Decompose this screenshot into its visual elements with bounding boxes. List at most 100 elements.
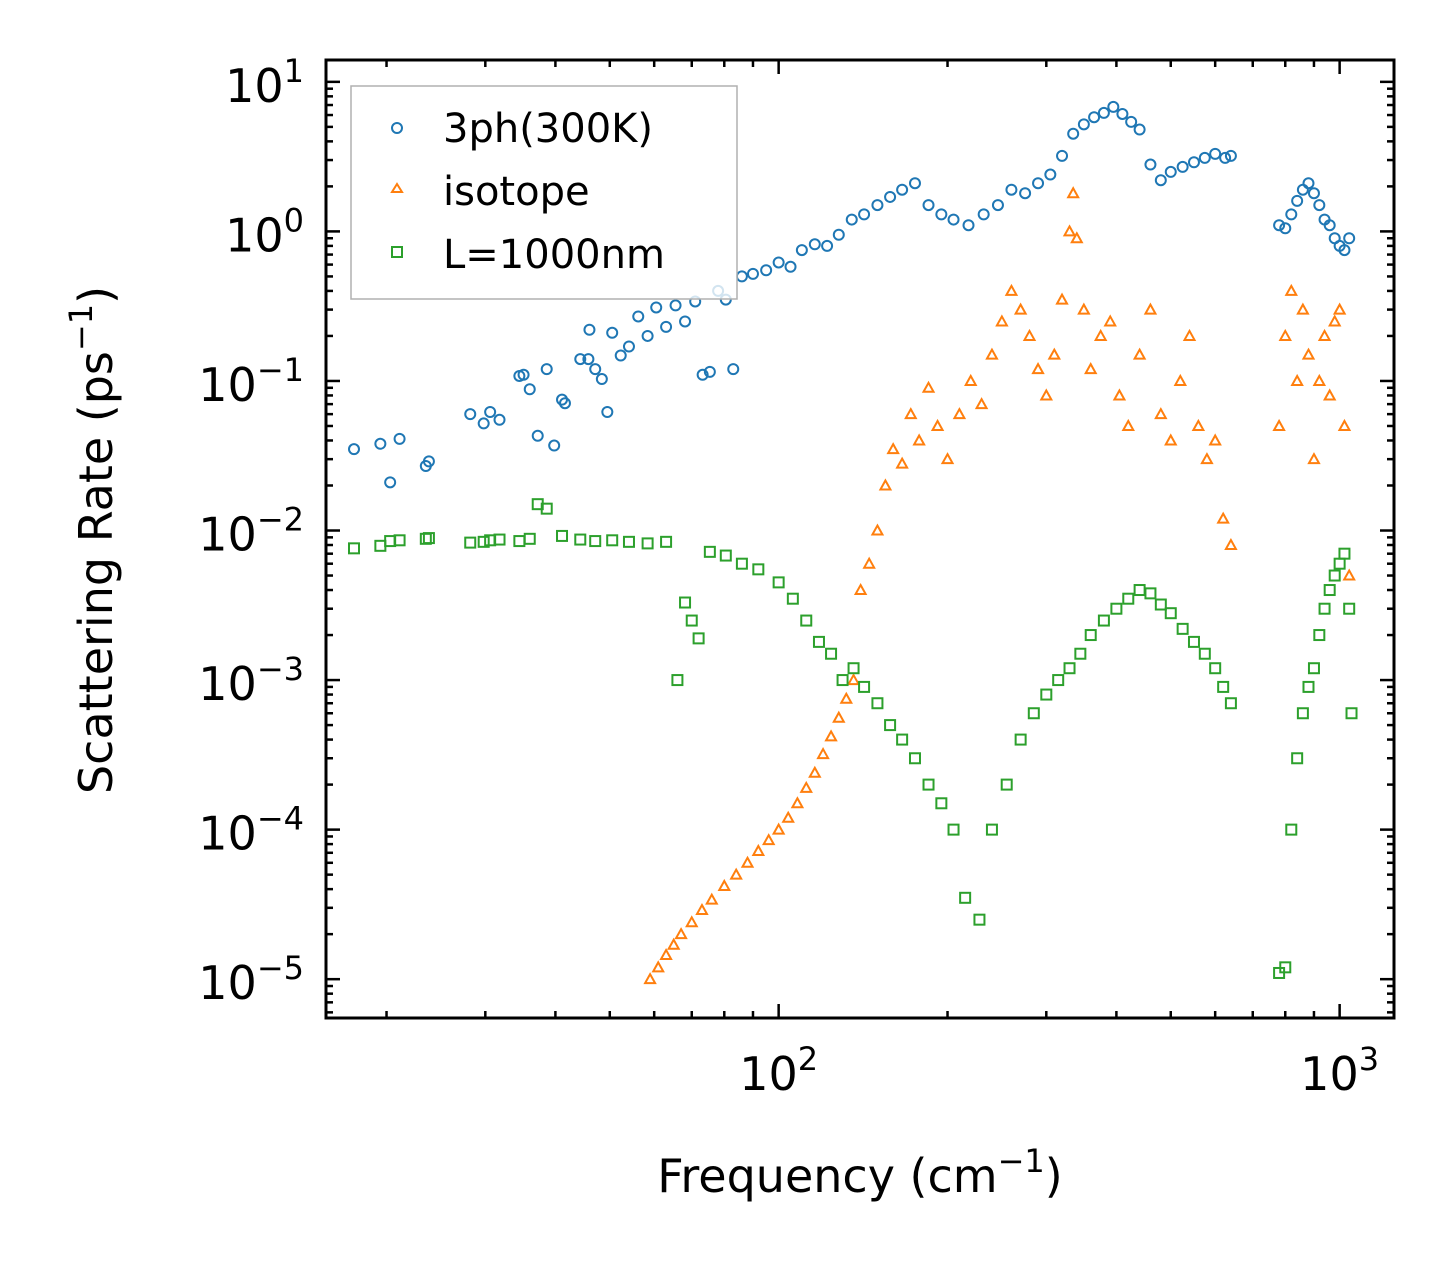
data-point-3ph bbox=[1273, 219, 1286, 232]
data-point-isotope bbox=[1112, 388, 1127, 401]
data-point-boundary bbox=[1307, 662, 1320, 675]
data-point-isotope bbox=[1322, 388, 1337, 401]
data-point-boundary bbox=[671, 674, 684, 687]
data-point-boundary bbox=[477, 535, 490, 548]
data-point-3ph bbox=[696, 368, 709, 381]
data-point-3ph bbox=[1144, 158, 1157, 171]
data-point-boundary bbox=[922, 778, 935, 791]
data-point-isotope bbox=[1062, 224, 1077, 237]
data-point-3ph bbox=[1307, 187, 1320, 200]
data-point-3ph bbox=[589, 363, 602, 376]
data-point-isotope bbox=[740, 855, 755, 868]
data-point-isotope bbox=[781, 810, 795, 823]
y-tick-label: 10−1 bbox=[198, 351, 304, 412]
data-point-3ph bbox=[821, 239, 834, 252]
data-point-boundary bbox=[1313, 629, 1326, 642]
data-point-boundary bbox=[735, 557, 748, 570]
data-point-isotope bbox=[1121, 418, 1135, 431]
data-point-isotope bbox=[1200, 452, 1214, 465]
data-point-isotope bbox=[1013, 302, 1028, 315]
data-point-isotope bbox=[862, 556, 876, 569]
data-point-boundary bbox=[752, 563, 765, 576]
data-point-3ph bbox=[574, 353, 587, 366]
data-point-boundary bbox=[1198, 647, 1211, 660]
data-point-boundary bbox=[719, 549, 732, 562]
data-point-isotope bbox=[1173, 373, 1188, 386]
y-tick-label: 10−4 bbox=[198, 800, 304, 861]
data-point-boundary bbox=[1176, 622, 1189, 635]
data-point-3ph bbox=[641, 329, 654, 342]
data-point-boundary bbox=[1040, 688, 1053, 701]
data-point-isotope bbox=[1307, 452, 1321, 465]
data-point-3ph bbox=[935, 208, 948, 221]
data-point-isotope bbox=[832, 710, 846, 723]
data-point-isotope bbox=[1290, 373, 1304, 386]
data-point-boundary bbox=[1084, 629, 1097, 642]
data-point-boundary bbox=[574, 533, 587, 546]
data-point-3ph bbox=[1285, 208, 1298, 221]
tick-label-layer: 102 103 101 100 10−1 10−2 10−3 10−4 10−5 bbox=[198, 52, 1379, 1101]
data-point-isotope bbox=[1278, 328, 1292, 341]
data-point-boundary bbox=[493, 533, 506, 546]
data-point-boundary bbox=[1296, 707, 1309, 720]
y-axis-title: Scattering Rate (ps−1) bbox=[62, 286, 123, 794]
data-point-isotope bbox=[1328, 314, 1342, 327]
data-point-isotope bbox=[1312, 373, 1327, 386]
data-point-isotope bbox=[1337, 418, 1352, 431]
data-point-isotope bbox=[1143, 302, 1158, 315]
data-point-3ph bbox=[1067, 127, 1080, 140]
data-point-isotope bbox=[729, 867, 743, 880]
data-point-isotope bbox=[1332, 302, 1347, 315]
data-point-3ph bbox=[523, 383, 536, 396]
data-point-isotope bbox=[974, 397, 989, 410]
data-point-3ph bbox=[922, 199, 935, 212]
data-point-3ph bbox=[1302, 177, 1315, 190]
data-point-boundary bbox=[959, 891, 972, 904]
data-point-3ph bbox=[727, 363, 740, 376]
data-point-isotope bbox=[695, 902, 709, 916]
data-point-boundary bbox=[896, 733, 909, 746]
data-point-3ph bbox=[1125, 115, 1138, 128]
data-point-isotope bbox=[1164, 433, 1178, 446]
x-axis-title: Frequency (cm−1) bbox=[657, 1142, 1062, 1203]
data-point-isotope bbox=[853, 582, 868, 596]
data-point-boundary bbox=[847, 662, 860, 675]
data-point-isotope bbox=[952, 407, 967, 420]
legend-entry-boundary: L=1000nm bbox=[391, 232, 665, 278]
data-point-boundary bbox=[1345, 707, 1358, 720]
data-point-boundary bbox=[685, 614, 698, 627]
data-point-isotope bbox=[799, 780, 813, 793]
legend-label-isotope: isotope bbox=[443, 169, 590, 215]
data-point-isotope bbox=[1208, 433, 1222, 446]
data-point-boundary bbox=[1338, 547, 1351, 560]
data-point-isotope bbox=[964, 373, 978, 386]
data-point-isotope bbox=[808, 765, 822, 778]
data-point-3ph bbox=[558, 397, 571, 410]
data-point-boundary bbox=[908, 752, 921, 765]
data-point-isotope bbox=[751, 843, 766, 856]
data-point-boundary bbox=[348, 542, 361, 555]
y-tick-label: 10−3 bbox=[198, 650, 304, 711]
data-point-boundary bbox=[1027, 707, 1040, 720]
data-point-3ph bbox=[601, 406, 614, 419]
data-point-isotope bbox=[1093, 328, 1108, 341]
data-point-3ph bbox=[606, 326, 619, 339]
data-point-3ph bbox=[977, 208, 990, 221]
data-point-isotope bbox=[839, 691, 853, 704]
data-point-3ph bbox=[991, 199, 1004, 212]
data-point-3ph bbox=[1133, 123, 1146, 136]
series-1 bbox=[643, 186, 1356, 985]
data-point-3ph bbox=[703, 365, 716, 378]
legend-marker-square bbox=[391, 246, 403, 258]
data-point-boundary bbox=[1318, 602, 1331, 615]
data-point-boundary bbox=[703, 545, 716, 558]
data-point-boundary bbox=[884, 719, 897, 732]
data-point-isotope bbox=[762, 833, 776, 846]
data-point-3ph bbox=[548, 439, 561, 452]
data-point-3ph bbox=[1077, 118, 1090, 131]
data-point-3ph bbox=[384, 476, 397, 489]
data-point-isotope bbox=[1055, 292, 1069, 305]
data-point-3ph bbox=[1116, 107, 1129, 120]
legend-marker-circle bbox=[391, 122, 403, 134]
data-point-boundary bbox=[772, 576, 785, 589]
